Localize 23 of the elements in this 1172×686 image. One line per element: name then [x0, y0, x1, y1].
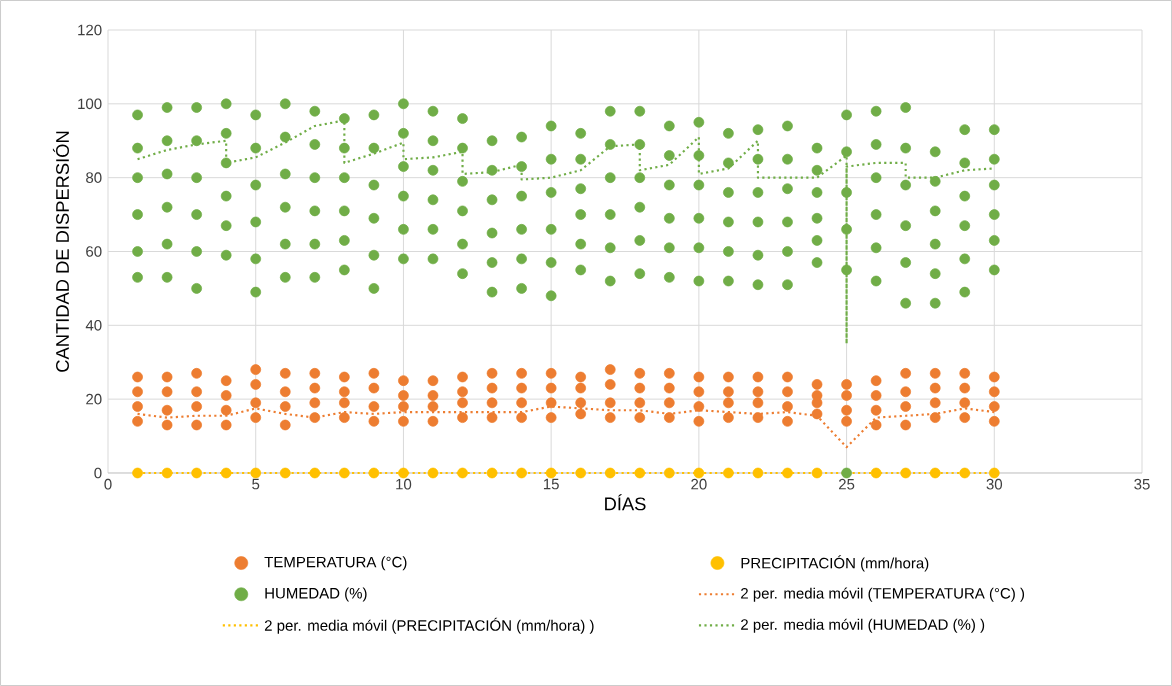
legend-label: PRECIPITACIÓN (mm/hora)	[741, 555, 929, 572]
y-tick-label: 80	[86, 172, 102, 183]
y-tick-label: 40	[85, 320, 102, 331]
x-axis-title: DÍAS	[605, 494, 646, 511]
y-tick-label: 0	[94, 467, 102, 479]
legend-label: 2 per. media móvil (HUMEDAD (%) )	[741, 618, 985, 633]
x-tick-label: 20	[691, 478, 707, 490]
x-tick-label: 10	[396, 478, 412, 490]
legend-label: 2 per. media móvil (PRECIPITACIÓN (mm/hora) )	[264, 617, 594, 634]
y-tick-label: 120	[78, 24, 102, 36]
legend-label: TEMPERATURA (°C)	[264, 556, 407, 571]
x-tick-label: 30	[986, 478, 1003, 490]
y-axis-title: CANTIDAD DE DISPERSIÓN	[52, 131, 69, 372]
x-tick-label: 5	[252, 478, 260, 490]
legend-label: 2 per. media móvil (TEMPERATURA (°C) )	[741, 587, 1025, 602]
y-tick-label: 100	[78, 98, 102, 110]
x-tick-label: 25	[838, 478, 855, 490]
x-tick-label: 15	[543, 478, 559, 490]
y-tick-label: 60	[86, 246, 102, 257]
y-tick-label: 20	[86, 393, 102, 405]
legend-label: HUMEDAD (%)	[265, 587, 367, 602]
x-tick-label: 35	[1134, 478, 1150, 490]
x-tick-label: 0	[104, 478, 112, 490]
